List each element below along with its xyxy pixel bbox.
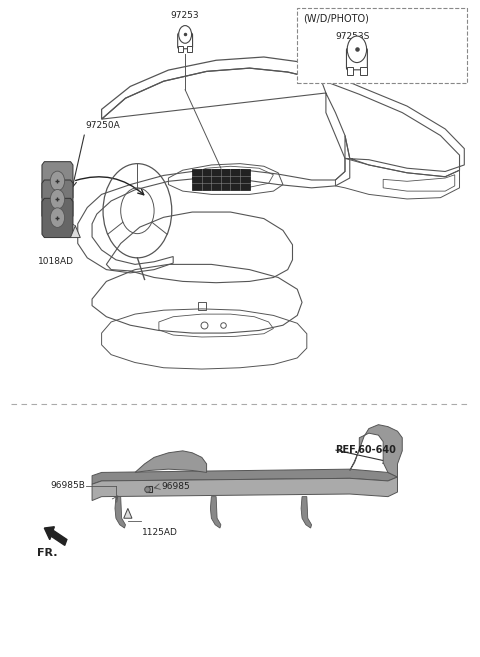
Bar [192,169,250,190]
Polygon shape [350,424,402,477]
Polygon shape [135,451,206,472]
FancyArrow shape [44,527,67,545]
Circle shape [50,208,65,227]
Circle shape [347,36,367,62]
Circle shape [50,189,65,209]
Text: FR.: FR. [37,548,58,558]
Bar [297,8,467,83]
Polygon shape [92,477,397,501]
Circle shape [179,26,192,43]
Polygon shape [42,162,73,201]
Text: 1125AD: 1125AD [142,528,178,537]
Text: 97250A: 97250A [85,121,120,130]
Text: 97253: 97253 [171,11,199,20]
Circle shape [50,171,65,191]
Text: 97253S: 97253S [335,32,369,41]
Polygon shape [210,497,221,528]
Text: 96985: 96985 [161,482,190,491]
FancyBboxPatch shape [187,46,192,52]
Polygon shape [92,469,397,484]
FancyBboxPatch shape [178,46,183,52]
Text: (W/D/PHOTO): (W/D/PHOTO) [303,13,369,23]
Text: REF.60-640: REF.60-640 [336,445,396,455]
FancyBboxPatch shape [360,67,367,76]
Polygon shape [42,198,73,238]
Polygon shape [115,497,125,528]
Text: 96985B: 96985B [50,481,85,490]
Polygon shape [301,497,312,528]
FancyBboxPatch shape [178,33,192,49]
FancyBboxPatch shape [347,48,367,70]
Text: 1018AD: 1018AD [38,256,74,265]
FancyBboxPatch shape [347,67,353,76]
Polygon shape [42,180,73,219]
